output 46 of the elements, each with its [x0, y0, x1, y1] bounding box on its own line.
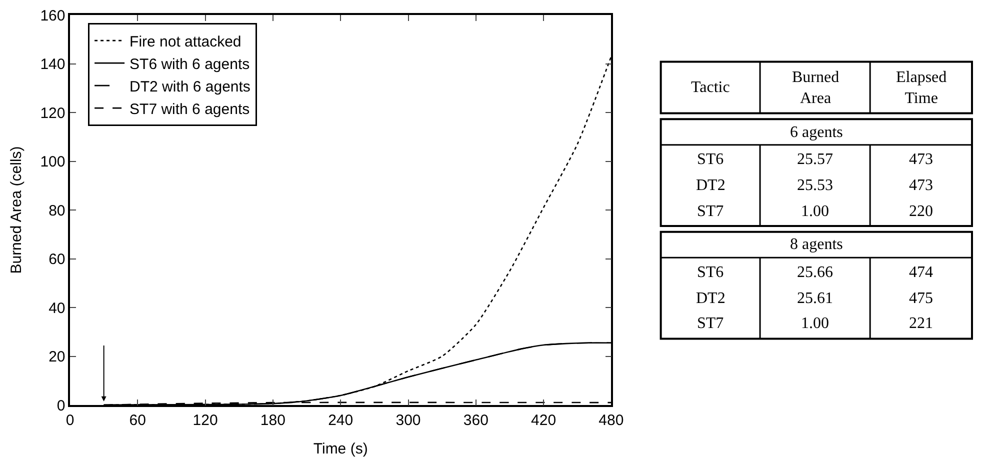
text: 25.53	[797, 177, 833, 194]
text: Burned Area	[792, 69, 840, 107]
x-tick-label: 120	[192, 412, 218, 429]
x-tick-label: 420	[531, 412, 556, 429]
text: ST6	[697, 264, 724, 281]
y-tick-label: 120	[40, 104, 66, 122]
text: ST6	[697, 151, 724, 168]
y-tick-label: 60	[48, 251, 66, 268]
y-tick-label: 160	[40, 7, 66, 24]
legend-label: DT2 with 6 agents	[130, 78, 250, 96]
text: ST7	[697, 203, 724, 220]
text: 25.61	[797, 290, 833, 307]
text: 1.00	[801, 203, 829, 220]
x-tick-label: 60	[129, 412, 146, 429]
text: DT2	[696, 177, 726, 194]
y-tick-label: 40	[48, 300, 66, 317]
y-tick-label: 140	[40, 56, 66, 73]
y-tick-label: 20	[48, 348, 66, 366]
text: 25.57	[797, 151, 833, 168]
y-tick-label: 80	[48, 202, 66, 220]
x-tick-label: 480	[598, 412, 624, 429]
text: 473	[909, 177, 933, 194]
legend-label: Fire not attacked	[130, 33, 242, 50]
legend-label: ST7 with 6 agents	[130, 100, 250, 118]
text: 221	[909, 315, 933, 332]
x-axis-title: Time (s)	[313, 440, 368, 458]
text: 8 agents	[790, 236, 843, 253]
text: 475	[909, 290, 933, 307]
x-tick-label: 360	[463, 412, 488, 429]
x-tick-label: 240	[328, 412, 354, 429]
text: 474	[909, 264, 933, 281]
text: Elapsed Time	[896, 69, 947, 107]
x-tick-label: 180	[260, 412, 286, 429]
y-tick-label: 0	[56, 397, 66, 414]
x-tick-label: 300	[396, 412, 421, 429]
text: DT2	[696, 290, 726, 307]
text: 473	[909, 151, 933, 168]
text: 25.66	[797, 264, 833, 281]
text: 1.00	[801, 315, 829, 332]
text: 220	[909, 203, 933, 220]
text: Tactic	[691, 79, 730, 96]
text: ST7	[697, 315, 724, 332]
y-tick-label: 100	[40, 154, 66, 170]
text: 6 agents	[790, 124, 843, 141]
y-axis-title: Burned Area (cells)	[8, 146, 25, 274]
legend-label: ST6 with 6 agents	[130, 56, 250, 73]
